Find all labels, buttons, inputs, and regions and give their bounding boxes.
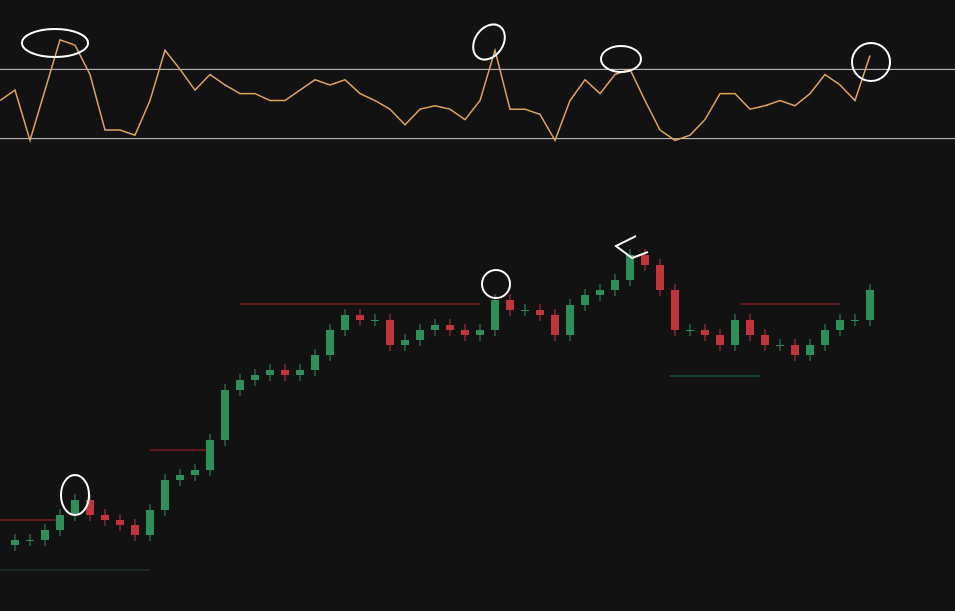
candle-body <box>551 315 559 335</box>
candle-body <box>536 310 544 315</box>
candle-body <box>836 320 844 330</box>
candle-body <box>731 320 739 345</box>
candle-body <box>26 540 34 541</box>
annotation-circle <box>60 474 90 516</box>
candle-body <box>716 335 724 345</box>
candle-body <box>476 330 484 335</box>
indicator-line <box>0 38 871 144</box>
candle-body <box>41 530 49 540</box>
annotation-circle <box>472 23 506 61</box>
candle-body <box>116 520 124 525</box>
candle-body <box>671 290 679 330</box>
candle-body <box>446 325 454 330</box>
candle-body <box>746 320 754 335</box>
order-book-lines <box>0 303 840 571</box>
candle-body <box>701 330 709 335</box>
candle-body <box>206 440 214 470</box>
candle-body <box>161 480 169 510</box>
candle-body <box>806 345 814 355</box>
candle-body <box>686 330 694 331</box>
annotations <box>21 23 891 516</box>
candle-body <box>131 525 139 535</box>
annotation-circle <box>481 269 511 299</box>
annotation-circle <box>21 28 89 58</box>
candle-body <box>341 315 349 330</box>
annotation-mark <box>614 235 649 260</box>
candle-body <box>851 320 859 321</box>
annotation-circle <box>851 42 891 82</box>
candle-body <box>311 355 319 370</box>
candle-body <box>221 390 229 440</box>
candle-body <box>71 500 79 515</box>
candle-body <box>176 475 184 480</box>
candle-body <box>761 335 769 345</box>
candle-body <box>86 500 94 515</box>
candle-body <box>191 470 199 475</box>
candle-body <box>146 510 154 535</box>
candle-body <box>776 345 784 346</box>
candle-body <box>506 300 514 310</box>
candle-body <box>371 320 379 321</box>
candle-body <box>236 380 244 390</box>
candle-body <box>566 305 574 335</box>
candle-body <box>266 370 274 375</box>
candle-body <box>656 265 664 290</box>
candle-body <box>56 515 64 530</box>
candle-body <box>101 515 109 520</box>
candle-body <box>326 330 334 355</box>
candle-body <box>386 320 394 345</box>
plot <box>0 38 955 551</box>
candle-body <box>431 325 439 330</box>
candle-body <box>401 340 409 345</box>
candle-body <box>11 540 19 545</box>
candle-body <box>416 330 424 340</box>
candle-body <box>281 370 289 375</box>
candle-body <box>251 375 259 380</box>
candle-body <box>461 330 469 335</box>
candle-body <box>791 345 799 355</box>
candle-body <box>491 300 499 330</box>
candle-body <box>821 330 829 345</box>
candle-body <box>641 255 649 265</box>
candle-body <box>356 315 364 320</box>
candle-body <box>296 370 304 375</box>
annotation-circle <box>600 45 642 73</box>
candle-body <box>581 295 589 305</box>
candle-body <box>866 290 874 320</box>
candle-body <box>596 290 604 295</box>
candle-body <box>521 310 529 311</box>
candle-body <box>626 255 634 280</box>
candle-body <box>611 280 619 290</box>
